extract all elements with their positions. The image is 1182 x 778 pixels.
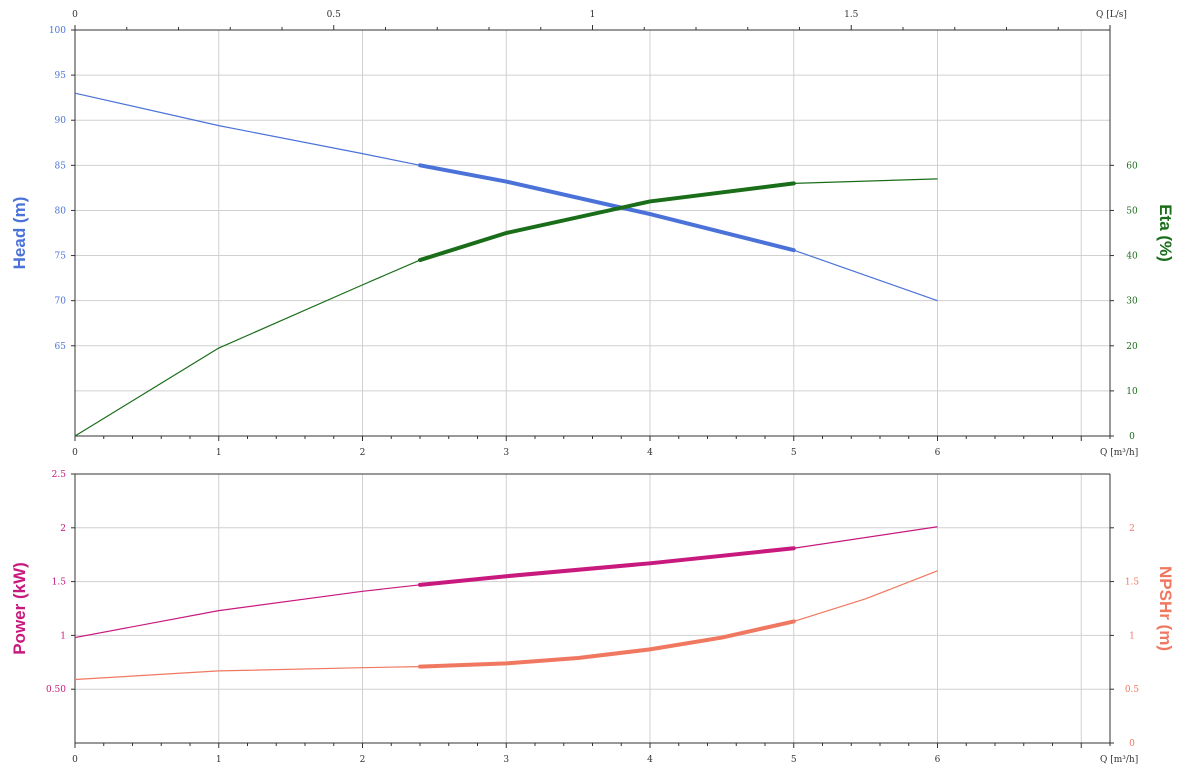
- y-right-tick-label: 0: [1129, 432, 1135, 442]
- x-tick-label: 0: [72, 448, 78, 458]
- y-right-tick-label: 20: [1126, 342, 1138, 352]
- y-left-tick-label: 100: [49, 26, 66, 36]
- y-left-tick-label: 2: [60, 524, 66, 534]
- y-left-tick-label: 75: [55, 252, 67, 262]
- y-left-tick-label: 1.5: [52, 578, 67, 588]
- x-tick-label: 0: [72, 755, 78, 765]
- x-tick-label: 5: [791, 448, 797, 458]
- y-right-tick-label: 30: [1126, 297, 1138, 307]
- y-right-tick-label: 2: [1129, 524, 1135, 534]
- y-right-tick-label: 50: [1126, 206, 1138, 216]
- y-left-tick-label: 0.50: [46, 685, 66, 695]
- y-right-tick-label: 1.5: [1125, 578, 1140, 588]
- y-left-tick-label: 95: [55, 71, 67, 81]
- y-left-tick-label: 80: [55, 206, 67, 216]
- y-left-axis-title: Power (kW): [10, 562, 29, 655]
- y-left-tick-label: 70: [55, 297, 67, 307]
- y-left-tick-label: 85: [55, 161, 67, 171]
- y-right-axis-title: NPSHr (m): [1156, 566, 1175, 651]
- x-tick-label: 6: [935, 448, 941, 458]
- y-left-tick-label: 65: [55, 342, 67, 352]
- x-tick-label: 3: [503, 755, 509, 765]
- series-operating-range: [418, 181, 796, 263]
- y-right-tick-label: 0.5: [1125, 685, 1140, 695]
- series-operating-range: [418, 619, 796, 669]
- series-operating-range: [418, 546, 796, 587]
- top-tick-label: 1: [590, 10, 596, 20]
- series-operating-range: [418, 163, 796, 253]
- y-right-tick-label: 60: [1126, 161, 1138, 171]
- top-tick-label: 1.5: [844, 10, 859, 20]
- x-tick-label: 4: [647, 448, 653, 458]
- x-tick-label: 6: [935, 755, 941, 765]
- x-tick-label: 2: [360, 448, 366, 458]
- x-tick-label: 2: [360, 755, 366, 765]
- y-right-tick-label: 10: [1126, 387, 1138, 397]
- x-tick-label: 3: [503, 448, 509, 458]
- y-right-tick-label: 0: [1129, 739, 1135, 749]
- y-left-tick-label: 2.5: [52, 470, 67, 480]
- y-right-axis-title: Eta (%): [1156, 204, 1175, 262]
- x-tick-label: 4: [647, 755, 653, 765]
- y-right-tick-label: 1: [1129, 631, 1135, 641]
- x-tick-label: 1: [216, 448, 222, 458]
- x-axis-label: Q [m³/h]: [1100, 448, 1138, 458]
- top-tick-label: 0.5: [327, 10, 342, 20]
- y-right-tick-label: 40: [1126, 252, 1138, 262]
- x-tick-label: 5: [791, 755, 797, 765]
- x-axis-label: Q [m³/h]: [1100, 755, 1138, 765]
- y-left-tick-label: 90: [55, 116, 67, 126]
- x-tick-label: 1: [216, 755, 222, 765]
- top-tick-label: 0: [72, 10, 78, 20]
- top-axis-label: Q [L/s]: [1096, 10, 1127, 20]
- y-left-axis-title: Head (m): [10, 197, 29, 270]
- y-left-tick-label: 1: [60, 631, 66, 641]
